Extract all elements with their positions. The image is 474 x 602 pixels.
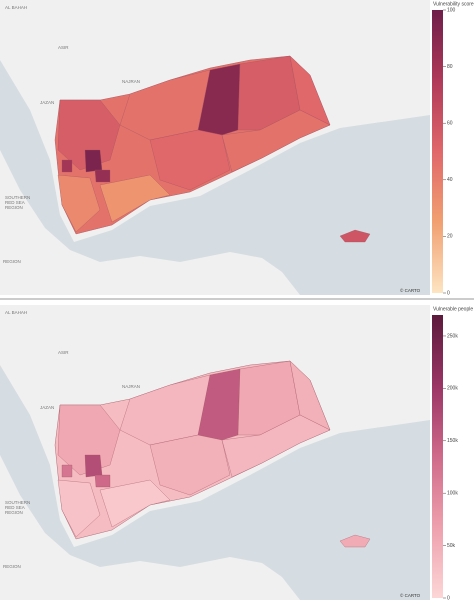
colorbar-title: Vulnerability score <box>433 1 474 7</box>
land-africa <box>0 150 300 295</box>
place-label: JAZAN <box>40 405 54 410</box>
colorbar-tick-label: 60 <box>447 121 453 127</box>
district <box>57 99 121 171</box>
place-label: NAJRAN <box>122 79 140 84</box>
district <box>149 434 231 496</box>
colorbar <box>432 10 443 293</box>
colorbar-tick-label: 250k <box>447 333 458 339</box>
colorbar-title: Vulnerable people <box>433 306 473 312</box>
district <box>99 174 171 223</box>
attribution: © CARTO <box>400 592 421 598</box>
colorbar-tick-label: 20 <box>447 234 453 240</box>
island-socotra <box>339 534 371 548</box>
colorbar-tick-label: 100k <box>447 491 458 497</box>
place-label: REGION <box>3 564 21 569</box>
place-label: RED SEA <box>5 200 25 205</box>
place-label: JAZAN <box>40 100 54 105</box>
district <box>57 174 101 233</box>
district <box>149 129 231 191</box>
place-label: AL BAHAH <box>5 5 27 10</box>
district <box>94 169 111 183</box>
district <box>61 159 73 173</box>
district <box>84 149 103 173</box>
colorbar-tick-label: 100 <box>447 7 456 13</box>
island-socotra <box>339 229 371 243</box>
district <box>94 474 111 488</box>
place-label: ASIR <box>58 350 69 355</box>
colorbar-tick-label: 50k <box>447 543 456 549</box>
colorbar-tick-label: 0 <box>447 595 450 601</box>
place-label: RED SEA <box>5 505 25 510</box>
place-label: REGION <box>5 205 23 210</box>
colorbar-tick-label: 200k <box>447 386 458 392</box>
district <box>84 454 103 478</box>
place-label: NAJRAN <box>122 384 140 389</box>
place-label: SOUTHERN <box>5 500 30 505</box>
colorbar-tick-label: 150k <box>447 438 458 444</box>
district <box>61 464 73 478</box>
place-label: SOUTHERN <box>5 195 30 200</box>
place-label: AL BAHAH <box>5 310 27 315</box>
place-label: ASIR <box>58 45 69 50</box>
district <box>57 404 121 476</box>
colorbar-tick-label: 80 <box>447 64 453 70</box>
district <box>57 479 101 538</box>
district <box>221 414 331 478</box>
colorbar <box>432 315 443 598</box>
colorbar-tick-label: 0 <box>447 290 450 296</box>
district <box>99 479 171 528</box>
place-label: REGION <box>3 259 21 264</box>
colorbar-tick-label: 40 <box>447 177 453 183</box>
land-africa <box>0 455 300 600</box>
attribution: © CARTO <box>400 287 421 293</box>
place-label: REGION <box>5 510 23 515</box>
district <box>221 109 331 173</box>
